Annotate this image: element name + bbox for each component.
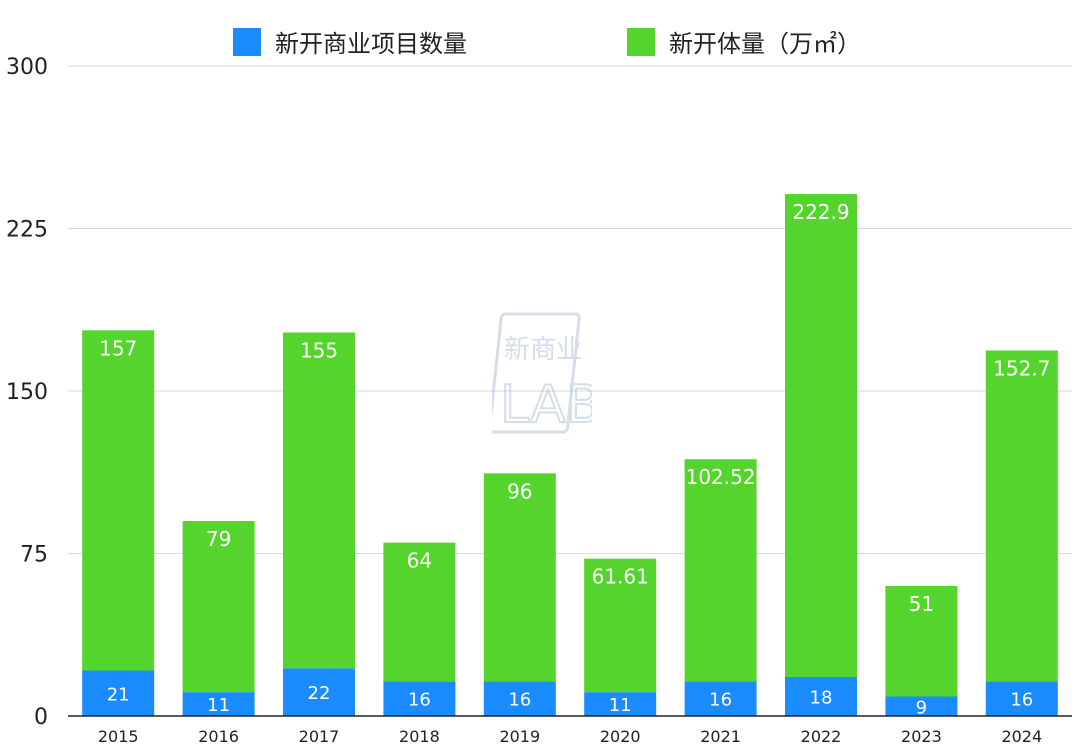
legend-swatch-series-a [233, 27, 261, 56]
x-tick-label-2019: 2019 [499, 727, 540, 746]
data-label-series-a-2022: 18 [810, 688, 833, 709]
data-label-series-b-2015: 157 [99, 336, 137, 360]
x-tick-label-2016: 2016 [198, 727, 239, 746]
x-tick-label-2023: 2023 [901, 727, 942, 746]
data-label-series-a-2017: 22 [308, 683, 331, 704]
bar-series-b-2024 [985, 350, 1058, 682]
data-label-series-b-2017: 155 [300, 339, 338, 363]
data-label-series-a-2016: 11 [207, 695, 230, 716]
legend-swatch-series-b [627, 27, 655, 56]
bar-series-a-2016 [182, 692, 255, 716]
data-label-series-b-2018: 64 [407, 549, 432, 573]
axis-layer: 0 75 150 225 300 2015 2016 2017 2018 2019 2020 2021… [6, 55, 1072, 746]
legend-item-series-b: 新开体量（万㎡） [627, 24, 861, 59]
watermark-text-bottom: LAB [500, 375, 592, 435]
watermark-text-top: 新商业 [504, 335, 582, 365]
data-label-series-a-2023: 9 [916, 697, 927, 718]
x-tick-label-2018: 2018 [399, 727, 440, 746]
data-label-series-a-2018: 16 [408, 690, 431, 711]
bar-series-b-2018 [383, 542, 456, 682]
bar-series-b-2017 [283, 332, 355, 669]
x-tick-label-2017: 2017 [299, 727, 340, 746]
bar-series-b-2023 [885, 586, 958, 697]
bar-series-a-2017 [283, 668, 355, 716]
legend-item-series-a: 新开商业项目数量 [233, 24, 467, 59]
watermark-logo: 新商业 LAB [492, 310, 592, 440]
y-tick-label: 300 [6, 55, 48, 80]
x-tick-label-2015: 2015 [98, 727, 139, 746]
y-tick-label: 0 [34, 705, 48, 730]
bar-series-a-2022 [785, 677, 857, 716]
bar-series-a-2018 [383, 681, 456, 716]
legend-label-series-b: 新开体量（万㎡） [669, 30, 861, 58]
legend: 新开商业项目数量 新开体量（万㎡） [0, 24, 1080, 58]
y-tick-label: 225 [6, 218, 48, 243]
bar-series-b-2020 [584, 558, 657, 693]
y-tick-label: 150 [6, 380, 48, 405]
data-label-series-a-2024: 16 [1010, 690, 1033, 711]
bar-series-b-2021 [684, 459, 757, 682]
x-tick-label-2020: 2020 [600, 727, 641, 746]
bar-series-a-2015 [82, 670, 155, 716]
data-label-series-a-2020: 11 [609, 695, 632, 716]
bar-series-b-2016 [182, 521, 255, 693]
data-label-series-a-2015: 21 [107, 684, 130, 705]
data-label-series-b-2020: 61.61 [592, 565, 649, 589]
data-label-series-b-2024: 152.7 [993, 356, 1050, 380]
bar-series-b-2019 [483, 473, 556, 682]
data-label-series-b-2023: 51 [909, 592, 934, 616]
legend-label-series-a: 新开商业项目数量 [275, 30, 467, 58]
bar-series-a-2019 [483, 681, 556, 716]
data-label-series-a-2019: 16 [508, 690, 531, 711]
bar-series-b-2022 [785, 194, 857, 678]
y-tick-label: 75 [20, 543, 48, 568]
bar-series-a-2020 [584, 692, 657, 716]
bar-series-a-2024 [985, 681, 1058, 716]
bar-series-a-2023 [885, 696, 958, 716]
data-label-series-b-2016: 79 [206, 527, 231, 551]
bar-series-b-2015 [82, 330, 155, 671]
data-label-series-b-2021: 102.52 [686, 465, 756, 489]
x-tick-label-2024: 2024 [1001, 727, 1042, 746]
data-label-series-b-2022: 222.9 [792, 200, 849, 224]
x-tick-label-2021: 2021 [700, 727, 741, 746]
bars-layer [82, 194, 1058, 716]
x-tick-label-2022: 2022 [801, 727, 842, 746]
bar-series-a-2021 [684, 681, 757, 716]
data-label-series-a-2021: 16 [709, 690, 732, 711]
data-labels-layer: 21 157 11 79 22 155 16 64 16 96 11 61.61 16 102.52 18 2… [99, 200, 1050, 718]
data-label-series-b-2019: 96 [507, 479, 532, 503]
